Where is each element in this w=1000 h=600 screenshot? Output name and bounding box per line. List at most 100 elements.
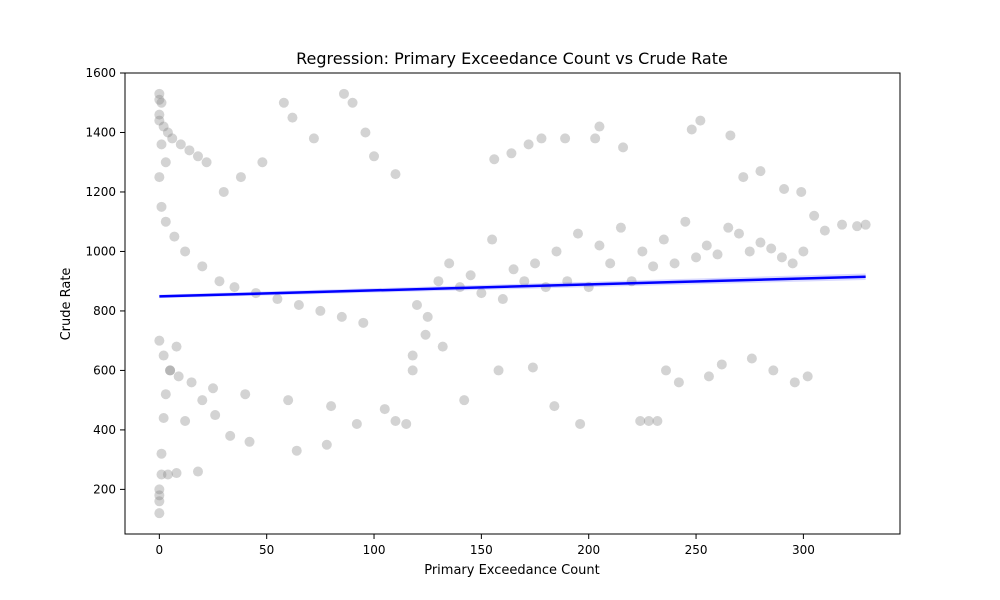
scatter-point [154,109,165,120]
y-tick-label: 1400 [85,125,116,139]
scatter-point [407,350,418,361]
scatter-point [291,445,302,456]
scatter-point [594,240,605,251]
scatter-point [347,97,358,108]
scatter-point [379,404,390,415]
scatter-point [156,201,167,212]
scatter-point [407,365,418,376]
scatter-point [160,216,171,227]
scatter-point [401,418,412,429]
scatter-point [197,395,208,406]
scatter-point [184,145,195,156]
scatter-point [618,142,629,153]
scatter-point [744,246,755,257]
scatter-point [192,466,203,477]
scatter-point [175,139,186,150]
scatter-point [390,169,401,180]
scatter-point [755,237,766,248]
scatter-point [169,231,180,242]
scatter-point [551,246,562,257]
scatter-point [837,219,848,230]
scatter-point [562,276,573,287]
scatter-point [158,413,169,424]
scatter-point [465,270,476,281]
scatter-point [716,359,727,370]
scatter-point [519,276,530,287]
x-tick-label: 50 [259,543,274,557]
scatter-point [437,341,448,352]
regression-line [159,275,866,298]
scatter-point [229,282,240,293]
scatter-point [590,133,601,144]
scatter-point [351,418,362,429]
scatter-point [420,329,431,340]
scatter-point [680,216,691,227]
scatter-point [240,389,251,400]
y-tick-label: 1600 [85,66,116,80]
scatter-point [162,469,173,480]
scatter-point [527,362,538,373]
x-tick-label: 150 [470,543,493,557]
scatter-point [244,436,255,447]
scatter-point [210,410,221,421]
scatter-point [712,249,723,260]
scatter-point [530,258,541,269]
scatter-point [321,439,332,450]
scatter-point [852,221,863,232]
scatter-point [154,172,165,183]
scatter-point [605,258,616,269]
scatter-point [257,157,268,168]
scatter-point [594,121,605,132]
scatter-point [768,365,779,376]
scatter-point [186,377,197,388]
y-tick-label: 400 [93,423,116,437]
scatter-point [336,311,347,322]
scatter-point [156,139,167,150]
scatter-points [154,88,871,519]
scatter-point [156,97,167,108]
scatter-point [165,365,176,376]
scatter-point [738,172,749,183]
scatter-point [369,151,380,162]
scatter-point [493,365,504,376]
x-axis-label: Primary Exceedance Count [424,563,600,578]
scatter-point [154,484,165,495]
scatter-point [819,225,830,236]
scatter-point [652,415,663,426]
scatter-point [787,258,798,269]
scatter-point [802,371,813,382]
scatter-point [338,88,349,99]
y-tick-label: 800 [93,304,116,318]
scatter-point [287,112,298,123]
scatter-point [796,186,807,197]
scatter-point [180,246,191,257]
scatter-point [476,288,487,299]
x-tick-label: 100 [363,543,386,557]
scatter-point [390,415,401,426]
regression-line-group [159,275,866,298]
scatter-point [154,496,165,507]
x-tick-label: 300 [792,543,815,557]
x-tick-label: 250 [685,543,708,557]
scatter-point [648,261,659,272]
scatter-point [214,276,225,287]
scatter-point [779,183,790,194]
scatter-point [733,228,744,239]
scatter-point [278,97,289,108]
scatter-point [293,299,304,310]
scatter-point [154,335,165,346]
scatter-point [703,371,714,382]
scatter-point [725,130,736,141]
scatter-point [643,415,654,426]
scatter-point [660,365,671,376]
scatter-point [358,317,369,328]
scatter-point [165,365,176,376]
scatter-point [272,294,283,305]
scatter-point [154,490,165,501]
scatter-point [154,115,165,126]
scatter-point [167,133,178,144]
scatter-point [686,124,697,135]
y-tick-label: 1000 [85,244,116,258]
scatter-point [411,299,422,310]
scatter-point [154,88,165,99]
